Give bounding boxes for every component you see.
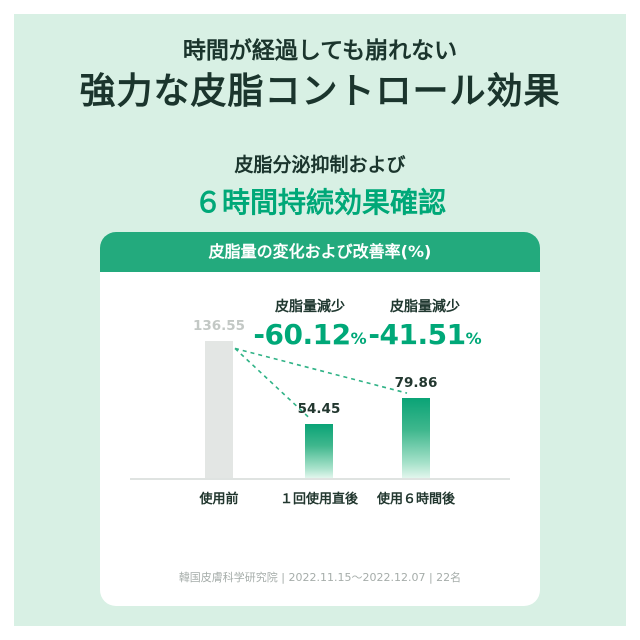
bar-value-label: 54.45: [297, 401, 341, 417]
mint-panel: 時間が経過しても崩れない 強力な皮脂コントロール効果 皮脂分泌抑制および ６時間…: [14, 14, 626, 626]
annotation-value: -41.51%: [368, 318, 482, 351]
trend-dashed-lines: [234, 347, 408, 420]
bar-value-label: 136.55: [192, 318, 246, 334]
bar-value-label: 79.86: [394, 375, 438, 391]
reduction-annotation-1: 皮脂量減少 -60.12%: [245, 296, 375, 351]
annotation-value: -60.12%: [253, 318, 367, 351]
category-label: １回使用直後: [279, 492, 358, 507]
annotation-label: 皮脂量減少: [390, 299, 460, 315]
subheading-highlight: ６時間持続効果確認: [193, 186, 446, 219]
bar-after-use-1: [305, 424, 333, 478]
bar-chart: 皮脂量減少 -60.12% 皮脂量減少 -41.51% 136.55 54.45 7…: [100, 272, 540, 510]
study-footnote: 韓国皮膚科学研究院 | 2022.11.15～2022.12.07 | 22名: [178, 571, 462, 584]
headline-sub: 時間が経過しても崩れない: [182, 38, 458, 64]
plot-area: 136.55 54.45 79.86: [130, 318, 510, 480]
headline-main: 強力な皮脂コントロール効果: [79, 71, 561, 112]
category-label: 使用６時間後: [376, 492, 455, 507]
category-axis: 使用前 １回使用直後 使用６時間後: [130, 484, 510, 510]
bar-after-use-2: [402, 398, 430, 478]
annotation-label: 皮脂量減少: [275, 299, 345, 315]
chart-card: 皮脂量の変化および改善率(%) 皮脂量減少 -60.12% 皮脂量減少 -41.…: [100, 232, 540, 606]
reduction-annotation-2: 皮脂量減少 -41.51%: [360, 296, 490, 351]
subheading: 皮脂分泌抑制および: [234, 154, 406, 176]
chart-title: 皮脂量の変化および改善率(%): [100, 232, 540, 272]
bar-before-use: [205, 341, 233, 478]
category-label: 使用前: [199, 492, 239, 507]
